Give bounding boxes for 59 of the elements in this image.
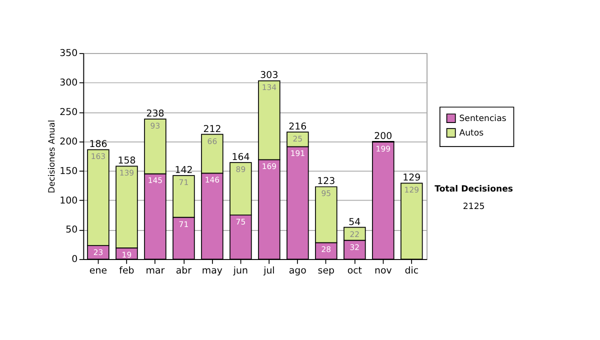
data-label: 169 [262, 162, 277, 172]
text: 2125 [462, 202, 485, 212]
x-tick-label: nov [374, 265, 392, 276]
data-label: 199 [376, 144, 391, 154]
data-label: 93 [150, 122, 160, 130]
data-label: 32 [350, 242, 360, 252]
data-label: 22 [350, 230, 360, 239]
total-label: 164 [232, 152, 250, 164]
x-tick-label: ene [89, 265, 108, 276]
y-tick-label: 250 [60, 107, 78, 118]
total-label: 142 [174, 164, 193, 176]
data-label: 71 [178, 220, 189, 229]
y-axis-title: Decisiones Anual [48, 120, 58, 194]
data-label: 19 [122, 250, 132, 260]
y-tick-label: 200 [60, 136, 78, 148]
data-label: 163 [90, 152, 106, 162]
total-label: 158 [118, 156, 136, 167]
legend-label: Sentencias [459, 114, 507, 124]
y-tick-label: 50 [66, 224, 78, 236]
x-tick-label: sep [318, 265, 335, 276]
legend-label: Autos [459, 128, 484, 138]
data-label: 23 [93, 248, 104, 258]
data-label: 95 [321, 189, 332, 198]
text: Total Decisiones [434, 184, 513, 195]
total-label: 123 [317, 176, 336, 188]
total-label: 238 [146, 108, 164, 120]
data-label: 25 [292, 134, 303, 144]
total-label: 303 [260, 70, 278, 82]
x-tick-label: dic [404, 265, 419, 276]
total-label: 200 [374, 130, 392, 142]
data-label: 129 [404, 186, 420, 195]
data-label: 146 [204, 176, 220, 185]
data-label: 139 [119, 168, 134, 178]
data-label: 71 [178, 178, 189, 188]
data-label: 145 [148, 176, 163, 186]
data-label: 134 [262, 83, 277, 92]
data-label: 28 [321, 245, 332, 254]
total-label: 212 [203, 124, 222, 135]
y-tick-label: 0 [72, 254, 78, 266]
total-label: 216 [288, 121, 307, 132]
x-tick-label: ago [288, 265, 307, 276]
total-label: 54 [348, 216, 361, 228]
total-label: 186 [89, 139, 108, 150]
data-label: 75 [236, 217, 246, 226]
x-tick-label: oct [347, 265, 362, 276]
y-tick-label: 350 [60, 48, 78, 60]
y-tick-label: 150 [60, 166, 78, 177]
x-tick-label: jul [262, 265, 275, 276]
x-tick-label: mar [146, 265, 165, 276]
x-tick-label: jun [232, 265, 248, 276]
x-tick-label: feb [119, 265, 134, 276]
x-tick-label: abr [176, 265, 192, 276]
y-tick-label: 300 [60, 78, 78, 89]
y-tick-label: 100 [60, 195, 78, 206]
x-tick-label: may [202, 265, 223, 276]
data-label: 89 [236, 165, 246, 174]
data-label: 191 [290, 149, 306, 158]
total-label: 129 [402, 172, 421, 184]
data-label: 66 [207, 136, 218, 146]
